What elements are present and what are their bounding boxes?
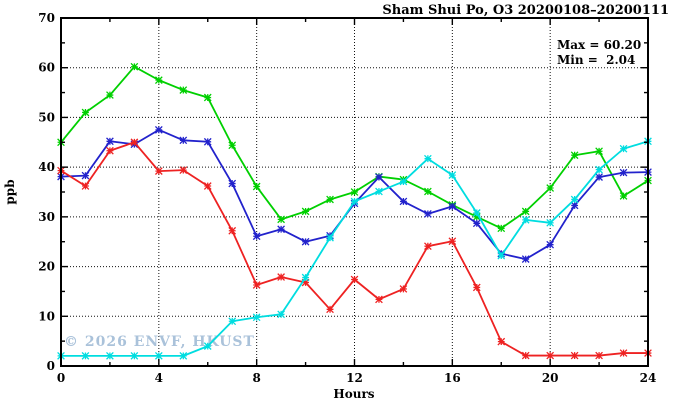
data-series — [57, 62, 652, 360]
x-tick-label: 24 — [640, 371, 657, 385]
legend-max-value: Max = 60.20 — [557, 38, 641, 52]
y-axis-label: ppb — [3, 179, 17, 204]
x-tick-label: 8 — [252, 371, 260, 385]
y-tick-label: 60 — [38, 61, 55, 75]
y-tick-label: 30 — [38, 210, 55, 224]
x-tick-label: 16 — [444, 371, 461, 385]
x-tick-label: 0 — [57, 371, 65, 385]
axis-ticks — [60, 17, 649, 367]
tick-labels: 0 10 20 30 40 50 60 70 0 4 8 12 16 20 24 — [38, 11, 656, 385]
x-axis-label: Hours — [333, 387, 374, 401]
legend-min-value: Min = 2.04 — [557, 53, 635, 67]
y-tick-label: 50 — [38, 110, 55, 124]
y-tick-label: 10 — [38, 309, 55, 323]
y-tick-label: 40 — [38, 160, 55, 174]
x-tick-label: 12 — [346, 371, 363, 385]
y-tick-label: 0 — [47, 359, 55, 373]
y-tick-label: 70 — [38, 11, 55, 25]
x-tick-label: 4 — [155, 371, 163, 385]
x-tick-label: 20 — [542, 371, 559, 385]
y-tick-label: 20 — [38, 260, 55, 274]
chart-title: Sham Shui Po, O3 20200108–20200111 — [382, 3, 669, 18]
